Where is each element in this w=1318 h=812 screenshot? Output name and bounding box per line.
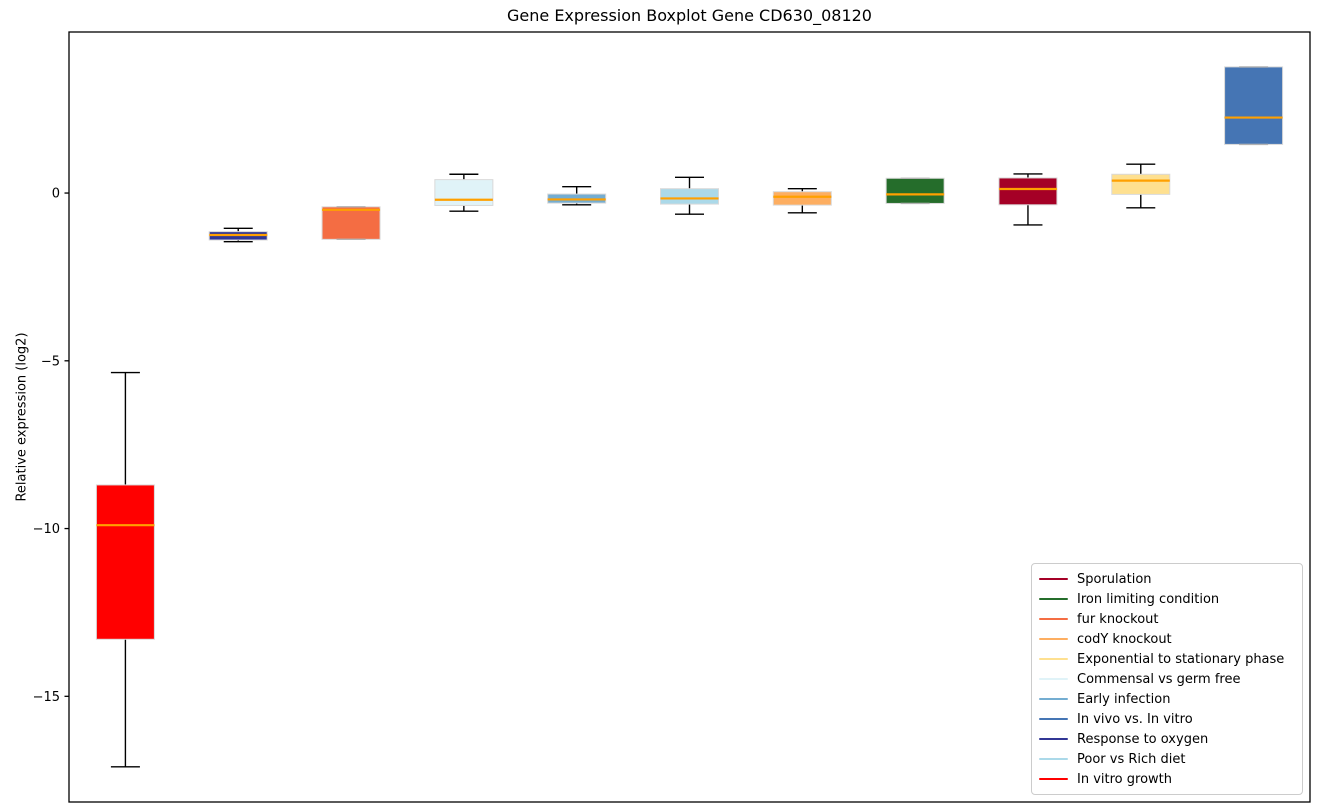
box-body xyxy=(95,484,155,640)
box-body xyxy=(885,177,945,204)
box-commensal-vs-germ-free xyxy=(434,173,494,212)
box-body xyxy=(321,206,381,240)
box-in-vitro-growth xyxy=(95,371,155,768)
legend-label: In vivo vs. In vitro xyxy=(1077,711,1193,727)
box-fur-knockout xyxy=(321,206,381,241)
legend-line-swatch xyxy=(1039,737,1068,741)
legend-line-swatch xyxy=(1039,577,1068,581)
legend-label: In vitro growth xyxy=(1077,771,1172,787)
legend-line-swatch xyxy=(1039,617,1068,621)
legend-item-commensal-vs-germ-free: Commensal vs germ free xyxy=(1039,669,1293,689)
legend-item-iron-limiting-condition: Iron limiting condition xyxy=(1039,589,1293,609)
box-cody-knockout xyxy=(772,187,832,214)
legend-label: Poor vs Rich diet xyxy=(1077,751,1186,767)
legend-item-response-to-oxygen: Response to oxygen xyxy=(1039,729,1293,749)
legend-label: Iron limiting condition xyxy=(1077,591,1220,607)
legend-label: Commensal vs germ free xyxy=(1077,671,1241,687)
legend-item-poor-vs-rich-diet: Poor vs Rich diet xyxy=(1039,749,1293,769)
box-body xyxy=(998,177,1058,206)
box-iron-limiting-condition xyxy=(885,177,945,205)
legend-label: Exponential to stationary phase xyxy=(1077,651,1285,667)
box-body xyxy=(772,191,832,206)
box-body xyxy=(1224,66,1284,145)
legend-item-sporulation: Sporulation xyxy=(1039,569,1293,589)
legend-line-swatch xyxy=(1039,657,1068,661)
legend-line-swatch xyxy=(1039,777,1068,781)
legend-line-swatch xyxy=(1039,597,1068,601)
y-tick-label: −10 xyxy=(33,522,60,537)
legend-line-swatch xyxy=(1039,697,1068,701)
box-response-to-oxygen xyxy=(208,227,268,243)
axes-frame xyxy=(68,31,1311,803)
box-exponential-to-stationary-phase xyxy=(1111,163,1171,209)
box-poor-vs-rich-diet xyxy=(660,176,719,215)
chart-title: Gene Expression Boxplot Gene CD630_08120 xyxy=(507,6,872,25)
box-sporulation xyxy=(998,173,1058,226)
legend-line-swatch xyxy=(1039,757,1068,761)
box-body xyxy=(660,188,719,205)
box-body xyxy=(434,179,494,206)
legend-line-swatch xyxy=(1039,637,1068,641)
box-in-vivo-vs-in-vitro xyxy=(1224,66,1284,146)
box-body xyxy=(1111,173,1171,195)
y-tick-label: −5 xyxy=(41,354,60,369)
legend: Sporulation Iron limiting condition fur kn… xyxy=(1031,563,1303,795)
legend-label: Early infection xyxy=(1077,691,1171,707)
y-tick-label: 0 xyxy=(52,187,60,202)
legend-item-in-vitro-growth: In vitro growth xyxy=(1039,769,1293,789)
y-tick-label: −15 xyxy=(33,690,60,705)
legend-item-cody-knockout: codY knockout xyxy=(1039,629,1293,649)
legend-item-fur-knockout: fur knockout xyxy=(1039,609,1293,629)
legend-line-swatch xyxy=(1039,717,1068,721)
legend-label: fur knockout xyxy=(1077,611,1159,627)
legend-item-in-vivo-vs-in-vitro: In vivo vs. In vitro xyxy=(1039,709,1293,729)
legend-label: Sporulation xyxy=(1077,571,1152,587)
legend-line-swatch xyxy=(1039,677,1068,681)
box-early-infection xyxy=(547,185,607,206)
legend-label: Response to oxygen xyxy=(1077,731,1209,747)
legend-item-exponential-to-stationary-phase: Exponential to stationary phase xyxy=(1039,649,1293,669)
legend-label: codY knockout xyxy=(1077,631,1172,647)
legend-item-early-infection: Early infection xyxy=(1039,689,1293,709)
